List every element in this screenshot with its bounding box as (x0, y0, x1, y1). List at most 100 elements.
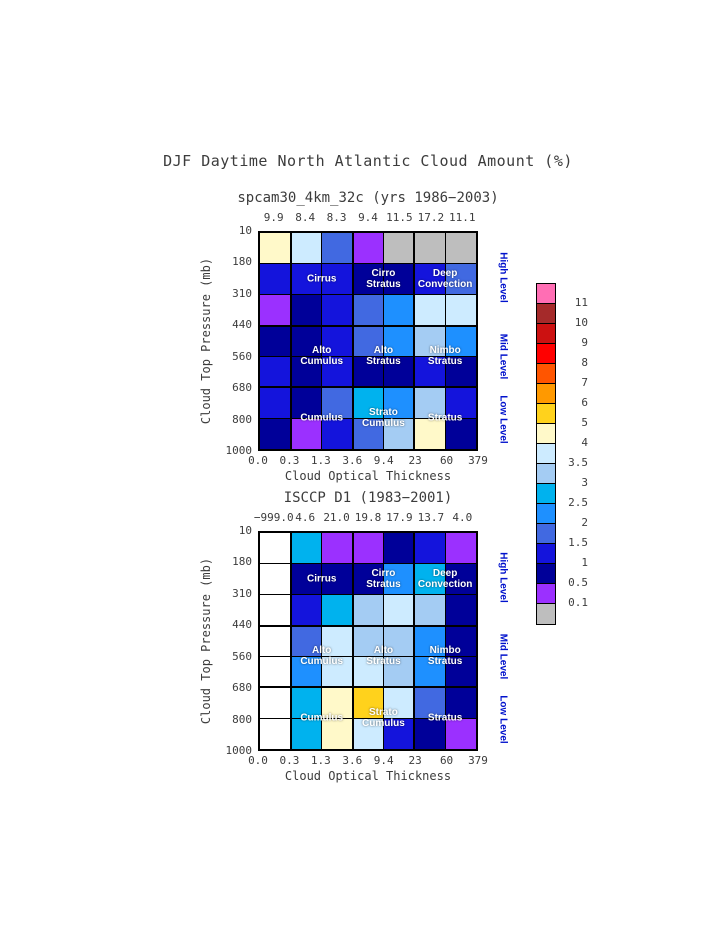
colorbar-swatch (537, 524, 555, 544)
colorbar-label: 1.5 (568, 536, 588, 549)
heatmap-cell (291, 595, 321, 625)
heatmap-cell (415, 388, 445, 418)
heatmap-cell (384, 595, 414, 625)
level-label: High Level (497, 252, 509, 303)
y-tick-label: 10 (238, 524, 252, 537)
heatmap-cell (384, 295, 414, 325)
heatmap-cell (446, 595, 476, 625)
heatmap-cell (260, 719, 290, 749)
heatmap-cell (415, 295, 445, 325)
heatmap-cell (322, 295, 352, 325)
heatmap-cell (353, 357, 383, 387)
group-boundary-hline (260, 686, 476, 689)
y-tick-label: 800 (232, 712, 252, 726)
colorbar-label: 11 (574, 296, 588, 309)
colorbar-swatch (537, 404, 555, 424)
cloud-type-label: Strato Cumulus (362, 707, 405, 730)
heatmap-cell (322, 264, 352, 294)
cloud-type-label: Stratus (427, 412, 463, 424)
x-tick-label: 60 (439, 454, 454, 467)
heatmap-cell (322, 533, 352, 563)
column-total: 13.7 (417, 511, 445, 524)
cloud-type-label: Alto Stratus (366, 645, 401, 668)
y-tick-label: 800 (232, 412, 252, 426)
cloud-type-label: Alto Stratus (366, 345, 401, 368)
colorbar-swatch (537, 464, 555, 484)
cloud-type-label: Cirro Stratus (366, 568, 401, 591)
heatmap-cell (384, 233, 414, 263)
column-total: 11.1 (449, 211, 476, 224)
column-total: 9.4 (358, 211, 378, 224)
heatmap-cell (415, 657, 445, 687)
cloud-type-label: Cirrus (306, 573, 337, 585)
cloud-type-label: Nimbo Stratus (427, 645, 463, 668)
level-label: Low Level (497, 394, 509, 444)
colorbar-label: 7 (581, 376, 588, 389)
y-tick-label: 310 (232, 586, 252, 600)
heatmap-cell (384, 419, 414, 449)
heatmap-cell (384, 388, 414, 418)
heatmap-cell (353, 233, 383, 263)
colorbar-strip (536, 283, 556, 625)
heatmap-cell (353, 295, 383, 325)
heatmap-cell (322, 719, 352, 749)
colorbar-swatch (537, 344, 555, 364)
panel-subtitle: ISCCP D1 (1983−2001) (283, 490, 453, 506)
column-total: 11.5 (386, 211, 413, 224)
colorbar-swatch (537, 364, 555, 384)
heatmap-cell (260, 357, 290, 387)
heatmap-cell (291, 657, 321, 687)
x-tick-label: 60 (439, 754, 454, 767)
heatmap-cell (353, 388, 383, 418)
heatmap-cell (353, 564, 383, 594)
colorbar-label: 6 (581, 396, 588, 409)
x-tick-label: 379 (468, 454, 488, 467)
column-total: 19.8 (354, 511, 382, 524)
y-tick-label: 680 (232, 381, 252, 395)
x-tick-label: 0.0 (248, 754, 268, 767)
x-tick-label: 3.6 (342, 454, 363, 467)
heatmap-plot: Cirrus Cirro Stratus Deep Convection Alto C… (258, 531, 478, 751)
level-label: High Level (497, 552, 509, 603)
heatmap-cell (291, 233, 321, 263)
heatmap-cell (291, 264, 321, 294)
group-boundary-vline (351, 533, 354, 749)
heatmap-cell (384, 533, 414, 563)
heatmap-cell (353, 719, 383, 749)
heatmap-cell (415, 533, 445, 563)
column-total: 8.4 (295, 211, 316, 224)
heatmap-cell (260, 264, 290, 294)
heatmap-cell (260, 233, 290, 263)
heatmap-cell (291, 719, 321, 749)
group-boundary-vline (289, 233, 292, 449)
heatmap-cell (446, 657, 476, 687)
colorbar-label: 3.5 (568, 456, 588, 469)
heatmap-cell (415, 688, 445, 718)
heatmap-cell (322, 595, 352, 625)
heatmap-cell (291, 533, 321, 563)
heatmap-cell (446, 564, 476, 594)
y-tick-label: 310 (232, 286, 252, 300)
cloud-type-label: Strato Cumulus (362, 407, 405, 430)
group-boundary-hline (260, 624, 476, 627)
heatmap-cell (353, 264, 383, 294)
heatmap-cell (291, 357, 321, 387)
heatmap-cell (384, 264, 414, 294)
colorbar-label: 8 (581, 356, 588, 369)
x-tick-label: 379 (468, 754, 488, 767)
heatmap-cell (384, 326, 414, 356)
x-tick-label: 0.3 (279, 454, 300, 467)
colorbar-swatch (537, 604, 555, 624)
level-label: Low Level (497, 694, 509, 744)
heatmap-cell (260, 533, 290, 563)
y-tick-label: 560 (232, 349, 252, 363)
heatmap-cell (322, 388, 352, 418)
colorbar-label: 1 (581, 556, 588, 569)
colorbar-label: 0.5 (568, 576, 588, 589)
heatmap-cell (446, 719, 476, 749)
heatmap-cell (322, 357, 352, 387)
y-tick-label: 1000 (225, 744, 253, 757)
y-tick-label: 560 (232, 649, 252, 663)
heatmap-cell (446, 295, 476, 325)
heatmap-cell (291, 564, 321, 594)
